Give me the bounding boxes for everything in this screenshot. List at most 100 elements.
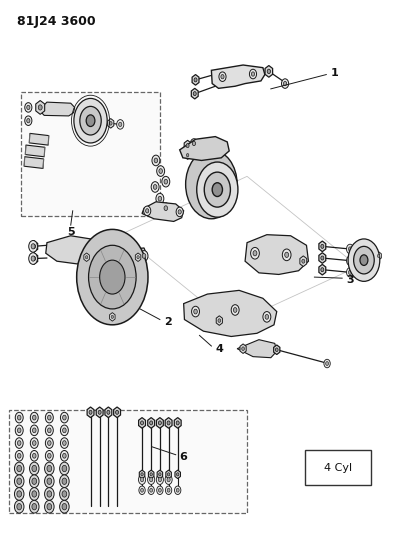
Polygon shape [319,253,326,263]
Circle shape [231,305,239,316]
Circle shape [100,260,125,294]
Circle shape [47,428,51,433]
Circle shape [150,478,153,482]
Circle shape [144,206,151,216]
Circle shape [233,308,237,312]
Text: 81J24 3600: 81J24 3600 [17,14,96,28]
Circle shape [30,413,38,423]
Circle shape [263,312,271,322]
Polygon shape [191,88,198,99]
Circle shape [59,462,69,475]
Circle shape [152,155,160,166]
Circle shape [156,475,164,484]
Circle shape [119,122,122,126]
Circle shape [162,176,170,187]
Circle shape [30,425,38,435]
Circle shape [63,454,66,458]
Circle shape [32,428,36,433]
Circle shape [45,488,54,500]
Circle shape [142,254,146,259]
Polygon shape [142,202,184,221]
Circle shape [45,450,53,461]
Polygon shape [87,407,94,418]
Circle shape [302,259,305,263]
Circle shape [30,462,39,475]
Circle shape [31,244,35,249]
Circle shape [140,488,144,492]
Circle shape [17,491,22,497]
Polygon shape [39,102,75,116]
Circle shape [30,488,39,500]
Circle shape [193,92,196,95]
Circle shape [86,115,95,126]
Circle shape [174,486,181,495]
Circle shape [18,441,21,446]
Polygon shape [108,118,114,128]
Circle shape [324,359,330,368]
Circle shape [17,504,22,510]
Circle shape [117,119,124,129]
Circle shape [47,415,51,420]
Circle shape [167,488,170,492]
Circle shape [219,72,226,82]
Circle shape [29,240,38,252]
FancyBboxPatch shape [305,450,371,486]
Circle shape [159,473,161,476]
Circle shape [89,245,136,309]
Polygon shape [110,313,115,321]
Polygon shape [24,157,43,168]
Circle shape [60,438,68,448]
Polygon shape [166,470,171,479]
Polygon shape [300,256,307,266]
Circle shape [321,268,324,272]
Circle shape [77,229,148,325]
Circle shape [146,209,149,213]
Polygon shape [240,344,246,353]
Circle shape [348,270,352,274]
Circle shape [283,82,287,86]
Circle shape [27,118,30,123]
Polygon shape [46,236,105,264]
Polygon shape [30,240,38,252]
Circle shape [15,413,23,423]
Circle shape [321,244,324,248]
Polygon shape [96,407,103,418]
Circle shape [59,488,69,500]
Circle shape [139,486,145,495]
Circle shape [59,500,69,513]
Circle shape [150,421,153,425]
Polygon shape [114,407,120,418]
Circle shape [162,203,170,214]
Circle shape [105,256,113,266]
Circle shape [267,69,271,74]
Circle shape [348,259,352,263]
Circle shape [141,473,143,476]
Text: 4 Cyl: 4 Cyl [324,463,352,473]
Text: 6: 6 [180,453,188,463]
Circle shape [109,122,112,125]
Text: 4: 4 [215,344,223,354]
Circle shape [32,441,36,446]
Circle shape [32,504,37,510]
Circle shape [167,478,170,482]
Circle shape [45,475,54,488]
Polygon shape [185,151,190,159]
Polygon shape [180,136,229,160]
Circle shape [18,415,21,420]
Circle shape [166,486,172,495]
Circle shape [140,478,144,482]
Circle shape [249,69,257,79]
Circle shape [164,206,168,211]
Polygon shape [105,407,112,418]
Circle shape [18,454,21,458]
Circle shape [151,182,159,192]
Circle shape [59,475,69,488]
Circle shape [346,244,354,254]
Circle shape [190,139,198,148]
Circle shape [47,504,52,510]
Polygon shape [157,470,163,479]
Circle shape [251,247,259,259]
Circle shape [159,168,162,173]
Text: 1: 1 [330,68,338,78]
Circle shape [150,473,152,476]
